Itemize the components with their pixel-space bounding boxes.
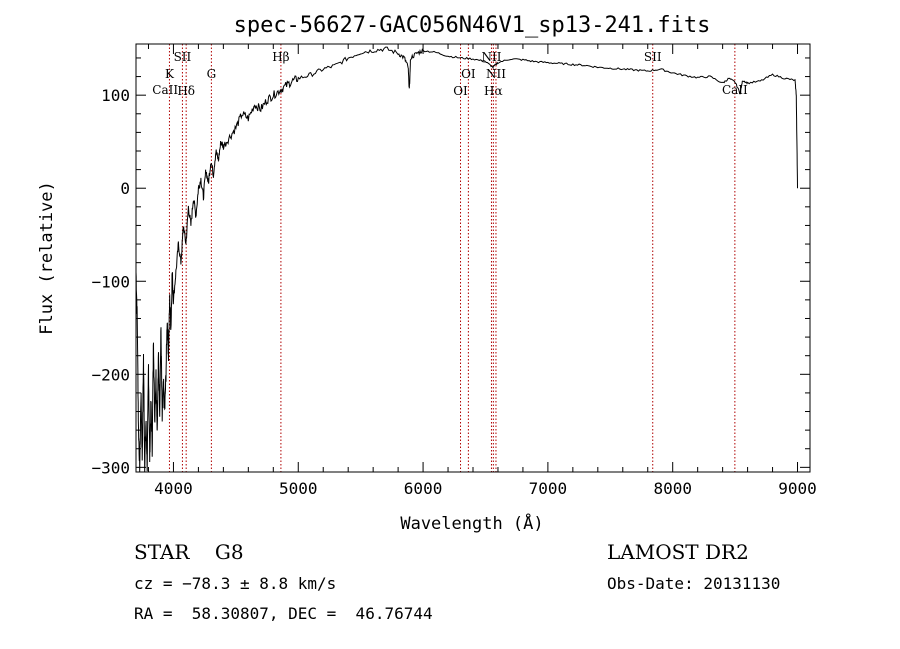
marker-label-0: CaII (152, 83, 178, 97)
object-type: STAR G8 (134, 540, 244, 564)
x-tick-label-5: 9000 (778, 479, 817, 498)
marker-label-2: SII (174, 50, 192, 64)
survey-name: LAMOST DR2 (607, 540, 749, 564)
marker-label-8: NII (481, 50, 501, 64)
spectrum-line-0 (135, 46, 798, 473)
x-tick-label-2: 6000 (404, 479, 443, 498)
y-axis-label: Flux (relative) (37, 181, 57, 335)
marker-label-6: OI (453, 84, 468, 98)
marker-label-12: CaII (722, 83, 748, 97)
obs-date: Obs-Date: 20131130 (607, 574, 781, 593)
x-tick-label-3: 7000 (529, 479, 568, 498)
y-tick-label-3: 0 (120, 179, 130, 198)
marker-label-7: OI (461, 67, 476, 81)
x-axis: 4000 5000 6000 7000 8000 9000 (147, 44, 817, 498)
x-tick-label-0: 4000 (154, 479, 193, 498)
y-axis: −300 −200 −100 0 100 (91, 57, 810, 477)
plot-frame (135, 43, 811, 473)
marker-label-3: Hδ (177, 84, 195, 98)
chart-title: spec-56627-GAC056N46V1_sp13-241.fits (234, 13, 711, 38)
x-axis-label: Wavelength (Å) (400, 512, 543, 534)
marker-label-9: Hα (484, 84, 503, 98)
line-markers: CaII K SII Hδ G Hβ OI OI NII Hα NII SII CaII (152, 44, 748, 472)
marker-label-5: Hβ (272, 50, 289, 64)
y-tick-label-1: −200 (91, 365, 130, 384)
redshift-cz: cz = −78.3 ± 8.8 km/s (134, 574, 337, 593)
spectrum-series (135, 46, 798, 473)
marker-label-4: G (207, 67, 217, 81)
y-tick-label-2: −100 (91, 272, 130, 291)
y-tick-label-0: −300 (91, 458, 130, 477)
marker-label-1: K (165, 67, 175, 81)
y-tick-label-4: 100 (101, 86, 130, 105)
x-tick-label-4: 8000 (653, 479, 692, 498)
ra-dec: RA = 58.30807, DEC = 46.76744 (134, 604, 433, 623)
marker-label-10: NII (486, 67, 506, 81)
x-tick-label-1: 5000 (279, 479, 318, 498)
marker-label-11: SII (644, 50, 662, 64)
